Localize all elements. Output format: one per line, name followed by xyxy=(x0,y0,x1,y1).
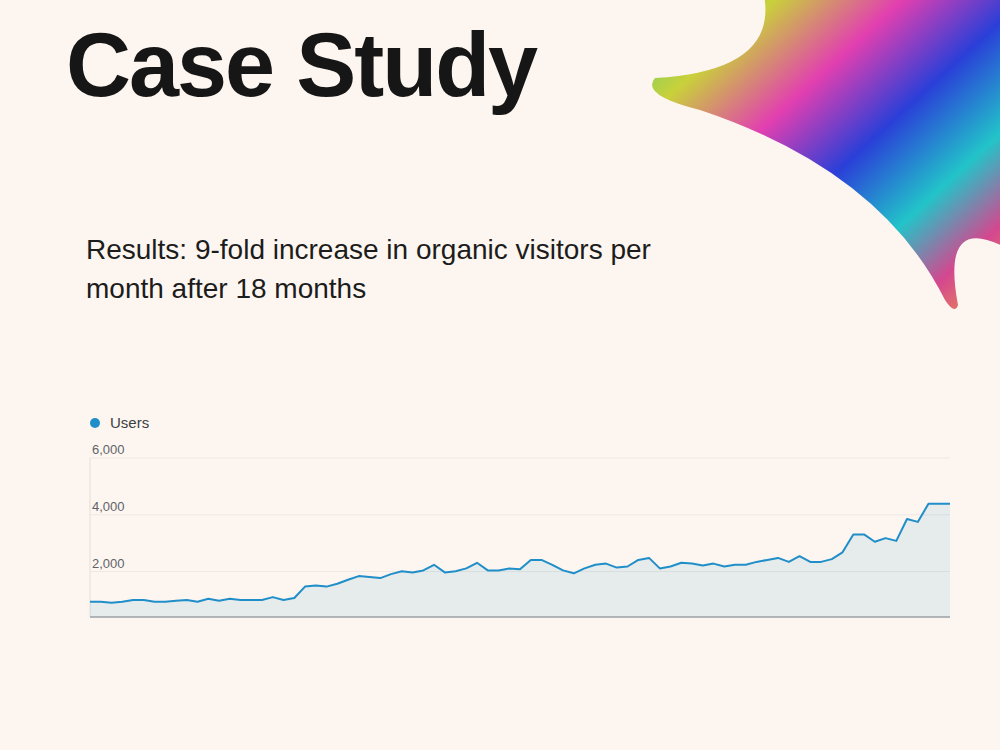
subtitle: Results: 9-fold increase in organic visi… xyxy=(86,230,666,308)
legend-label: Users xyxy=(110,414,149,431)
y-axis-line xyxy=(90,458,91,617)
line xyxy=(90,504,950,603)
grid-line xyxy=(90,458,950,459)
chart: 2,000 4,000 6,000 Users xyxy=(0,0,1000,750)
tick-label: 2,000 xyxy=(92,556,125,571)
legend-marker xyxy=(90,418,100,428)
grid-line xyxy=(90,514,950,515)
decoration xyxy=(652,0,1000,309)
plot-area xyxy=(90,504,950,617)
x-axis-line xyxy=(90,616,950,618)
tick-label: 4,000 xyxy=(92,499,125,514)
tick-label: 6,000 xyxy=(92,442,125,457)
area xyxy=(90,504,950,617)
title: Case Study xyxy=(66,14,536,117)
